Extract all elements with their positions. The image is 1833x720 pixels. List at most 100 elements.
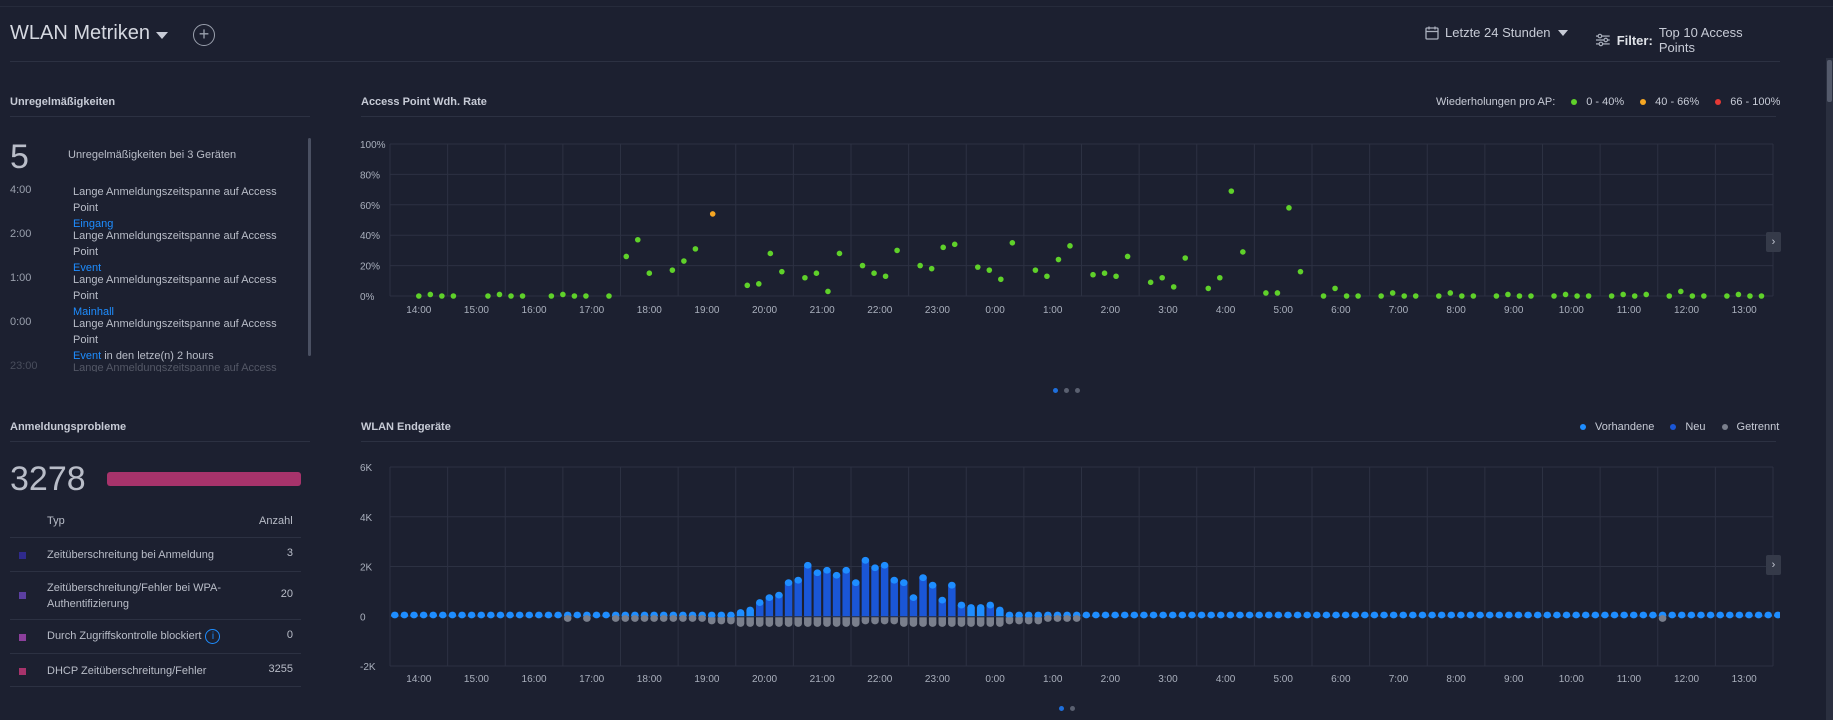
bar-cap — [1457, 611, 1465, 619]
row-count: 3255 — [268, 663, 293, 675]
data-point — [1758, 293, 1765, 299]
bar-cap — [976, 604, 985, 611]
x-tick-label: 10:00 — [1559, 674, 1584, 685]
data-point — [1631, 293, 1638, 299]
top-border — [0, 6, 1833, 7]
time-range-dropdown[interactable]: Letzte 24 Stunden — [1425, 25, 1569, 40]
bar-cap — [1495, 611, 1504, 619]
bar-cap — [1313, 611, 1321, 619]
bar-cap — [429, 611, 437, 619]
page-scrollbar[interactable] — [1826, 58, 1833, 720]
bar-cap — [688, 615, 697, 622]
bar-cap — [1485, 611, 1494, 619]
anomalies-scrollbar[interactable] — [308, 138, 311, 356]
data-point — [1574, 293, 1580, 299]
chevron-right-icon[interactable]: › — [1766, 232, 1781, 252]
bar-cap — [832, 571, 841, 579]
data-point — [859, 262, 866, 269]
info-icon[interactable]: i — [205, 628, 221, 644]
bar — [804, 565, 812, 617]
scrollbar-thumb[interactable] — [1827, 60, 1832, 102]
bar — [986, 605, 995, 617]
pager-dot[interactable] — [1075, 388, 1080, 393]
pager-dot[interactable] — [1064, 388, 1069, 393]
data-point — [508, 293, 514, 299]
bar-cap — [583, 615, 591, 622]
bar-cap — [544, 611, 553, 619]
data-point — [1113, 273, 1119, 280]
x-tick-label: 0:00 — [985, 305, 1005, 316]
bar-cap — [1505, 611, 1513, 619]
login-problems-title: Anmeldungsprobleme — [10, 421, 127, 433]
y-tick-label: 4K — [360, 513, 373, 524]
row-label: Zeitüberschreitung bei Anmeldung — [47, 549, 214, 561]
bar — [765, 597, 774, 617]
anomaly-device-link[interactable]: Event — [73, 350, 102, 362]
bar-cap — [1601, 611, 1609, 619]
row-count: 0 — [286, 629, 293, 641]
x-tick-label: 14:00 — [406, 674, 431, 685]
x-tick-label: 12:00 — [1674, 305, 1699, 316]
data-point — [485, 293, 491, 299]
bar-cap — [736, 609, 745, 616]
chevron-down-icon[interactable] — [156, 32, 168, 39]
divider — [361, 116, 1776, 117]
bar-cap — [909, 620, 918, 627]
bar-cap — [1034, 611, 1043, 619]
bar-cap — [717, 611, 726, 619]
time-range-label: Letzte 24 Stunden — [1445, 25, 1551, 40]
data-point — [1701, 293, 1707, 299]
chevron-right-icon[interactable]: › — [1766, 555, 1781, 575]
data-point — [1044, 273, 1050, 280]
divider — [10, 441, 310, 442]
bar-cap — [948, 581, 956, 589]
clients-chart-pager[interactable] — [1059, 706, 1075, 711]
data-point — [1182, 255, 1189, 261]
legend-dot — [1571, 99, 1578, 105]
filter-button[interactable]: Filter: Top 10 Access Points — [1595, 25, 1780, 55]
bar — [871, 567, 879, 617]
bar-cap — [746, 606, 754, 614]
x-tick-label: 22:00 — [867, 674, 892, 685]
anomaly-device-link[interactable]: Eingang — [73, 218, 114, 230]
bar-cap — [1668, 611, 1676, 619]
data-point — [1620, 291, 1626, 298]
x-tick-label: 18:00 — [637, 305, 662, 316]
bar-cap — [880, 561, 889, 569]
pager-dot[interactable] — [1059, 706, 1064, 711]
pager-dot[interactable] — [1053, 388, 1058, 393]
bar-cap — [804, 620, 812, 627]
x-tick-label: 14:00 — [406, 305, 431, 316]
bar-cap — [400, 611, 409, 619]
bar-cap — [448, 611, 457, 619]
bar-cap — [1370, 611, 1379, 619]
data-point — [646, 270, 653, 276]
page-title[interactable]: WLAN Metriken — [10, 22, 151, 44]
bar — [928, 585, 937, 617]
data-point — [1735, 291, 1742, 298]
retry-chart-pager[interactable] — [1053, 388, 1080, 393]
add-dashboard-icon[interactable]: + — [193, 24, 215, 46]
bar-cap — [1716, 611, 1724, 619]
anomaly-device-link[interactable]: Event — [73, 262, 102, 274]
pager-dot[interactable] — [1070, 706, 1075, 711]
x-tick-label: 19:00 — [694, 674, 719, 685]
x-tick-label: 21:00 — [810, 305, 835, 316]
data-point — [1055, 256, 1062, 263]
row-count: 20 — [280, 588, 293, 600]
anomalies-summary: Unregelmäßigkeiten bei 3 Geräten — [68, 149, 237, 161]
bar-cap — [573, 611, 582, 619]
data-point — [1666, 293, 1673, 299]
y-tick-label: 20% — [360, 262, 380, 273]
data-point — [571, 293, 578, 299]
bar-cap — [919, 620, 927, 627]
anomaly-device-link[interactable]: Mainhall — [73, 306, 114, 318]
bar-cap — [419, 611, 428, 619]
bar-cap — [1524, 611, 1532, 619]
data-point — [1343, 293, 1350, 299]
table-row: DHCP Zeitüberschreitung/Fehler 3255 — [10, 653, 301, 687]
anomaly-time: 2:00 — [10, 228, 32, 240]
retry-rate-chart: 0% 20% 40% 60% 80% 100% 14:00 15:00 16:00 17:00 18… — [360, 140, 1774, 316]
bar — [957, 605, 966, 617]
bar-cap — [1399, 611, 1407, 619]
